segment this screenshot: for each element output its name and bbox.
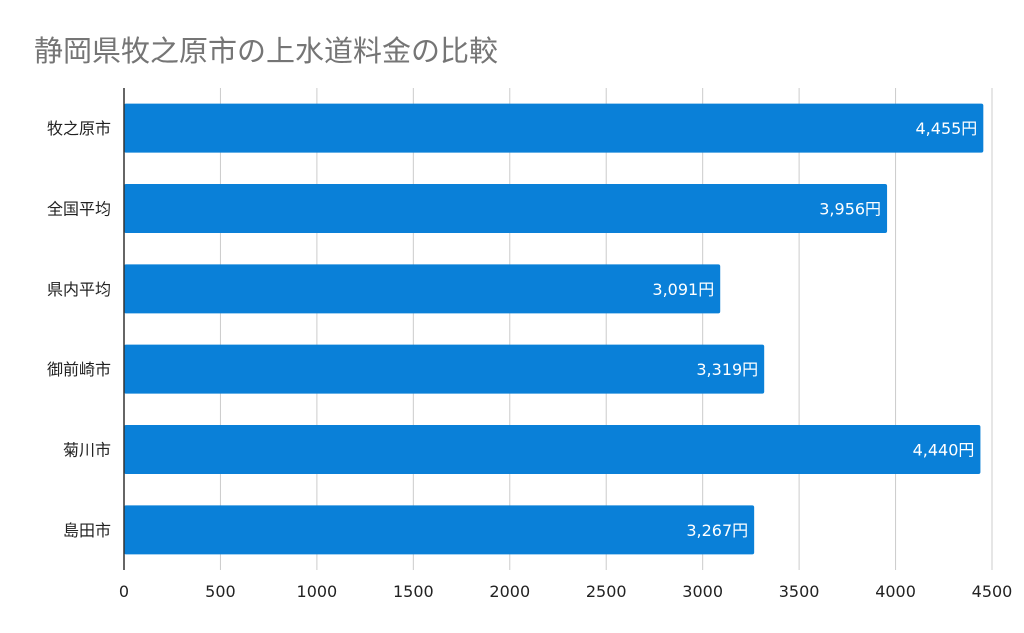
data-label: 3,319円 <box>696 360 758 379</box>
bar <box>124 184 888 233</box>
y-category-label: 御前崎市 <box>47 360 111 379</box>
bar <box>124 505 755 555</box>
y-category-label: 島田市 <box>63 521 111 540</box>
data-label: 4,440円 <box>913 441 975 460</box>
y-category-label: 牧之原市 <box>47 119 111 138</box>
bar <box>124 264 721 314</box>
x-tick-label: 2000 <box>489 582 530 601</box>
x-tick-label: 0 <box>119 582 129 601</box>
data-label: 4,455円 <box>916 119 978 138</box>
y-category-label: 菊川市 <box>63 441 111 460</box>
data-label: 3,091円 <box>652 280 714 299</box>
x-tick-label: 1000 <box>297 582 338 601</box>
x-tick-label: 4500 <box>972 582 1013 601</box>
x-tick-label: 2500 <box>586 582 627 601</box>
x-tick-label: 4000 <box>875 582 916 601</box>
data-label: 3,956円 <box>819 200 881 219</box>
x-tick-label: 1500 <box>393 582 434 601</box>
y-category-label: 全国平均 <box>47 200 111 219</box>
bar <box>124 103 984 153</box>
x-tick-label: 500 <box>205 582 236 601</box>
bar <box>124 425 981 474</box>
data-label: 3,267円 <box>686 521 748 540</box>
y-category-label: 県内平均 <box>47 280 111 299</box>
x-tick-label: 3000 <box>682 582 723 601</box>
x-tick-label: 3500 <box>779 582 820 601</box>
bar <box>124 344 765 394</box>
chart-title: 静岡県牧之原市の上水道料金の比較 <box>34 34 499 68</box>
